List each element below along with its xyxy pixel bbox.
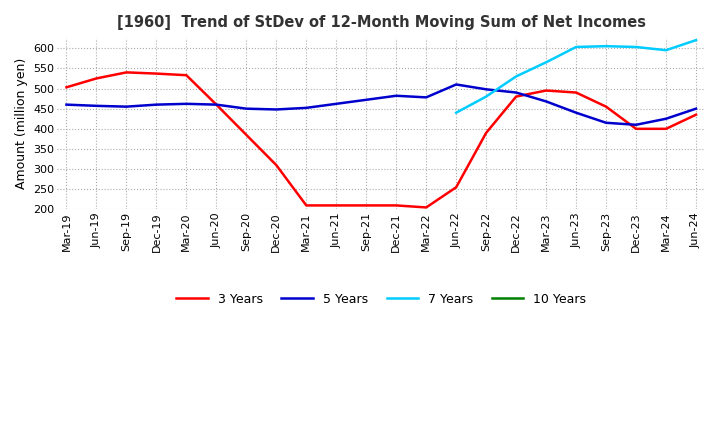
7 Years — [631, 44, 640, 50]
5 Years — [631, 122, 640, 128]
3 Years — [692, 112, 701, 117]
5 Years — [332, 101, 341, 106]
3 Years — [631, 126, 640, 132]
5 Years — [92, 103, 101, 109]
5 Years — [572, 110, 580, 115]
7 Years — [692, 37, 701, 43]
Y-axis label: Amount (million yen): Amount (million yen) — [15, 58, 28, 189]
3 Years — [362, 203, 371, 208]
7 Years — [662, 48, 670, 53]
7 Years — [512, 74, 521, 79]
5 Years — [602, 120, 611, 125]
Line: 3 Years: 3 Years — [66, 72, 696, 207]
5 Years — [512, 90, 521, 95]
7 Years — [452, 110, 461, 115]
5 Years — [541, 99, 550, 104]
3 Years — [541, 88, 550, 93]
5 Years — [452, 82, 461, 87]
7 Years — [572, 44, 580, 50]
5 Years — [122, 104, 131, 109]
3 Years — [122, 70, 131, 75]
3 Years — [182, 73, 191, 78]
3 Years — [272, 162, 281, 168]
5 Years — [392, 93, 400, 99]
5 Years — [362, 97, 371, 103]
7 Years — [602, 44, 611, 49]
5 Years — [62, 102, 71, 107]
5 Years — [302, 105, 310, 110]
3 Years — [302, 203, 310, 208]
5 Years — [422, 95, 431, 100]
3 Years — [152, 71, 161, 76]
5 Years — [242, 106, 251, 111]
5 Years — [272, 107, 281, 112]
Legend: 3 Years, 5 Years, 7 Years, 10 Years: 3 Years, 5 Years, 7 Years, 10 Years — [171, 288, 591, 311]
5 Years — [182, 101, 191, 106]
Title: [1960]  Trend of StDev of 12-Month Moving Sum of Net Incomes: [1960] Trend of StDev of 12-Month Moving… — [117, 15, 646, 30]
3 Years — [602, 104, 611, 109]
5 Years — [692, 106, 701, 111]
3 Years — [482, 130, 490, 136]
7 Years — [482, 94, 490, 99]
3 Years — [242, 132, 251, 138]
Line: 7 Years: 7 Years — [456, 40, 696, 113]
7 Years — [541, 60, 550, 65]
3 Years — [662, 126, 670, 132]
3 Years — [572, 90, 580, 95]
3 Years — [332, 203, 341, 208]
3 Years — [392, 203, 400, 208]
3 Years — [212, 102, 220, 107]
3 Years — [62, 84, 71, 90]
3 Years — [512, 94, 521, 99]
3 Years — [452, 185, 461, 190]
3 Years — [92, 76, 101, 81]
5 Years — [662, 116, 670, 121]
Line: 5 Years: 5 Years — [66, 84, 696, 125]
5 Years — [482, 87, 490, 92]
5 Years — [152, 102, 161, 107]
5 Years — [212, 102, 220, 107]
3 Years — [422, 205, 431, 210]
